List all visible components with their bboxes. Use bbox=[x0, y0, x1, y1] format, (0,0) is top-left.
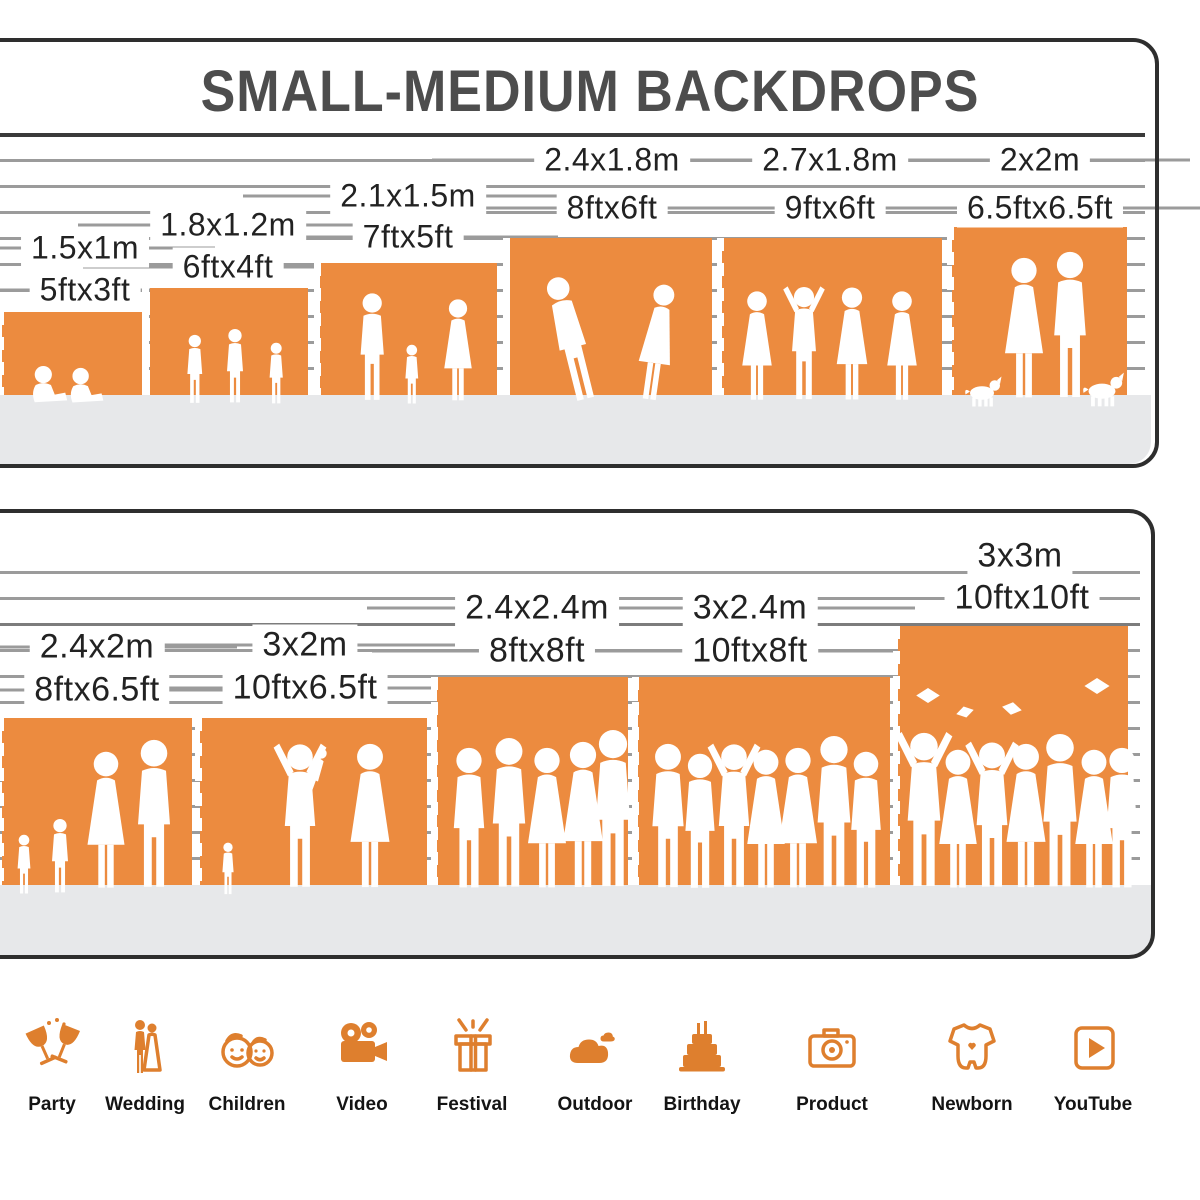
large-group-silhouette bbox=[652, 735, 881, 888]
size-label-imperial: 8ftx6ft bbox=[556, 188, 668, 228]
gap-dash bbox=[0, 718, 4, 885]
category-label: Festival bbox=[436, 1094, 508, 1115]
wedding-couple-silhouette bbox=[542, 274, 681, 403]
gap-dash bbox=[947, 227, 954, 395]
category-label: Outdoor bbox=[557, 1094, 633, 1115]
family-playing-silhouette bbox=[222, 743, 390, 895]
size-label-metric: 3x3m bbox=[967, 535, 1073, 577]
ruler-line bbox=[0, 675, 1140, 678]
size-label-imperial: 6ftx4ft bbox=[172, 247, 284, 287]
wedding-icon bbox=[134, 1020, 162, 1073]
children-icon bbox=[221, 1033, 274, 1068]
size-label-imperial: 10ftx6.5ft bbox=[222, 667, 388, 709]
outdoor-icon bbox=[569, 1032, 615, 1063]
gap-dash bbox=[0, 312, 4, 395]
children-running-silhouette bbox=[187, 328, 283, 404]
group-standing-silhouette bbox=[453, 730, 630, 888]
gap-dash bbox=[632, 677, 639, 885]
ruler-line bbox=[0, 571, 1140, 574]
size-label-imperial: 10ftx10ft bbox=[944, 577, 1100, 619]
backdrop-2x2m bbox=[952, 227, 1127, 407]
graduation-group-silhouette bbox=[895, 678, 1138, 888]
category-festival: Festival bbox=[407, 1016, 537, 1116]
category-children: Children bbox=[182, 1016, 312, 1116]
festival-icon bbox=[454, 1018, 492, 1072]
size-label-metric: 1.8x1.2m bbox=[150, 205, 306, 245]
product-icon bbox=[808, 1028, 856, 1068]
category-label: Children bbox=[208, 1094, 286, 1115]
category-birthday: Birthday bbox=[637, 1016, 767, 1116]
children-reading-silhouette bbox=[33, 365, 104, 403]
birthday-icon bbox=[679, 1021, 725, 1072]
size-label-imperial: 6.5ftx6.5ft bbox=[956, 188, 1124, 228]
category-youtube: YouTube bbox=[1028, 1016, 1158, 1116]
gap-dash bbox=[893, 626, 900, 885]
floor bbox=[0, 395, 1151, 464]
category-label: Newborn bbox=[931, 1094, 1013, 1115]
backdrop-2.1x1.5m bbox=[320, 263, 497, 404]
backdrop-3x3m bbox=[895, 626, 1138, 888]
backdrop-2.4x2.4m bbox=[437, 677, 630, 888]
category-label: YouTube bbox=[1053, 1094, 1133, 1115]
category-party: Party bbox=[0, 1016, 117, 1116]
backdrop-3x2.4m bbox=[638, 677, 890, 888]
backdrop-2.4x2m bbox=[2, 718, 192, 894]
size-label-imperial: 8ftx8ft bbox=[478, 630, 596, 672]
panel1-title: SMALL-MEDIUM BACKDROPS bbox=[200, 59, 980, 125]
backdrop-2.4x1.8m bbox=[510, 238, 712, 403]
size-label-metric: 2.4x2.4m bbox=[455, 587, 619, 629]
category-outdoor: Outdoor bbox=[530, 1016, 660, 1116]
family-walking-silhouette bbox=[360, 293, 472, 404]
gap-dash bbox=[503, 238, 510, 395]
size-label-imperial: 5ftx3ft bbox=[29, 270, 141, 310]
category-video: Video bbox=[297, 1016, 427, 1116]
backdrop-3x2m bbox=[200, 718, 427, 895]
category-product: Product bbox=[767, 1016, 897, 1116]
size-label-imperial: 7ftx5ft bbox=[352, 217, 464, 257]
backdrop-1.5x1m bbox=[2, 312, 142, 403]
category-label: Wedding bbox=[105, 1094, 185, 1115]
category-label: Product bbox=[796, 1094, 868, 1115]
category-newborn: Newborn bbox=[907, 1016, 1037, 1116]
size-label-imperial: 10ftx8ft bbox=[682, 630, 818, 672]
size-label-metric: 3x2.4m bbox=[682, 587, 818, 629]
size-label-imperial: 9ftx6ft bbox=[774, 188, 886, 228]
ruler-line bbox=[0, 133, 1145, 137]
gap-dash bbox=[717, 238, 724, 395]
newborn-icon bbox=[948, 1023, 996, 1070]
gap-dash bbox=[431, 677, 438, 885]
category-label: Video bbox=[336, 1094, 388, 1115]
gap-dash bbox=[195, 718, 202, 885]
gap-dash bbox=[142, 288, 149, 395]
ruler-line bbox=[0, 185, 1145, 188]
size-label-metric: 1.5x1m bbox=[21, 228, 149, 268]
size-label-metric: 3x2m bbox=[252, 624, 358, 666]
party-icon bbox=[25, 1018, 81, 1066]
size-label-metric: 2.7x1.8m bbox=[752, 140, 908, 180]
size-label-metric: 2.1x1.5m bbox=[330, 176, 486, 216]
category-label: Party bbox=[28, 1094, 76, 1115]
category-label: Birthday bbox=[663, 1094, 741, 1115]
family-silhouette bbox=[17, 739, 170, 894]
size-label-metric: 2.4x2m bbox=[29, 626, 165, 668]
gap-dash bbox=[314, 263, 321, 395]
size-label-metric: 2.4x1.8m bbox=[534, 140, 690, 180]
youtube-icon bbox=[1074, 1026, 1115, 1070]
size-label-metric: 2x2m bbox=[989, 140, 1091, 180]
floor bbox=[0, 885, 1151, 955]
couple-with-dogs-silhouette bbox=[965, 251, 1124, 407]
backdrop-1.8x1.2m bbox=[150, 288, 308, 404]
backdrop-2.7x1.8m bbox=[722, 238, 942, 400]
video-icon bbox=[341, 1022, 387, 1062]
category-wedding: Wedding bbox=[80, 1016, 210, 1116]
size-label-imperial: 8ftx6.5ft bbox=[24, 669, 170, 711]
dancing-group-silhouette bbox=[742, 286, 917, 400]
